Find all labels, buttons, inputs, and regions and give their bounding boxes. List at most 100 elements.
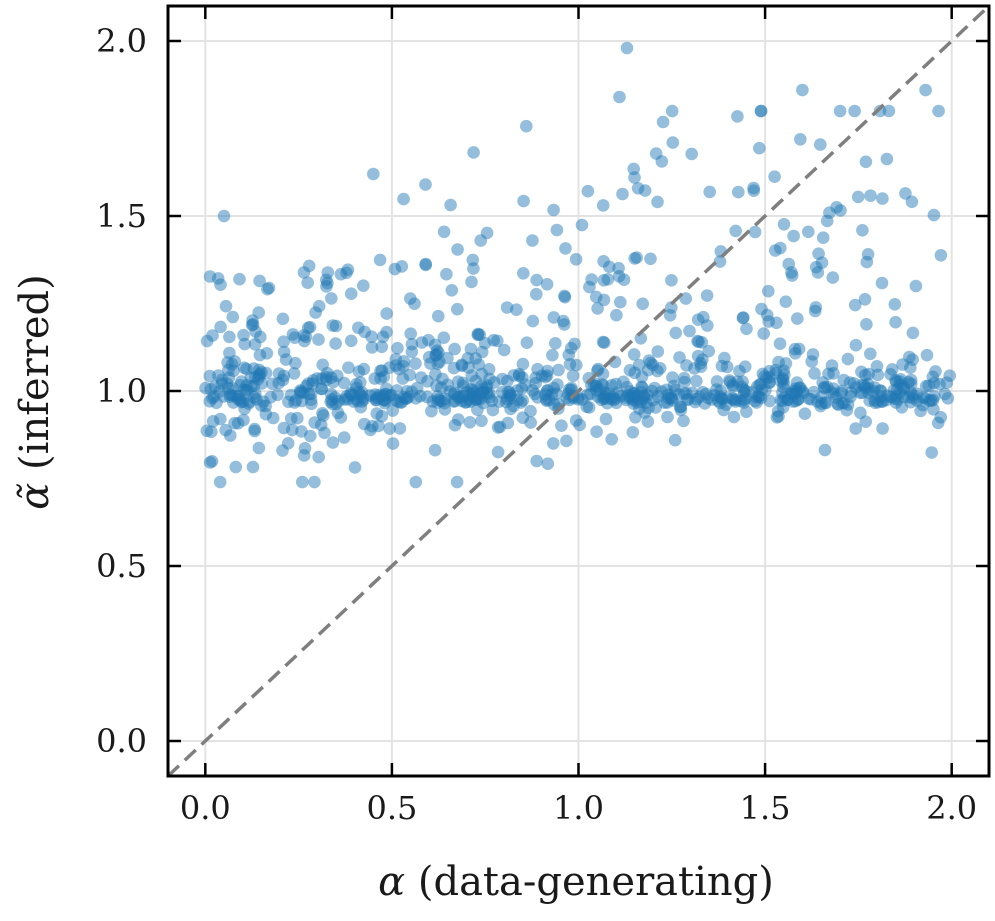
data-point	[825, 385, 838, 399]
data-point	[500, 301, 514, 314]
data-point	[478, 336, 492, 350]
data-point	[661, 410, 674, 424]
data-point	[820, 380, 834, 394]
data-point	[740, 405, 753, 419]
data-point	[315, 382, 328, 396]
data-point	[304, 429, 317, 443]
data-point	[219, 423, 232, 437]
data-point	[835, 384, 848, 398]
data-point	[246, 318, 260, 331]
data-point	[373, 253, 387, 267]
data-point	[772, 355, 785, 369]
data-point	[697, 310, 710, 324]
data-point	[244, 371, 258, 384]
data-point	[477, 383, 490, 396]
data-point	[665, 392, 678, 405]
data-point	[603, 260, 616, 274]
data-point	[599, 390, 612, 404]
data-point	[763, 376, 776, 389]
data-point	[326, 436, 340, 449]
data-point	[792, 392, 805, 406]
data-point	[451, 375, 465, 389]
data-point	[625, 389, 638, 403]
data-point	[305, 397, 318, 411]
data-point	[807, 385, 821, 399]
data-point	[282, 395, 295, 409]
data-point	[740, 322, 753, 336]
data-point	[356, 391, 370, 404]
data-point	[634, 395, 648, 409]
data-point	[582, 401, 596, 414]
data-point	[809, 301, 823, 314]
data-point	[462, 361, 475, 374]
data-point	[428, 443, 442, 457]
data-point	[665, 104, 679, 118]
data-point	[235, 395, 248, 409]
data-point	[562, 383, 576, 397]
data-point	[849, 381, 863, 394]
data-point	[430, 344, 444, 358]
data-point	[483, 372, 496, 386]
data-point	[464, 383, 478, 396]
data-point	[227, 364, 240, 378]
data-point	[295, 385, 308, 398]
x-tick-label: 0.0	[180, 789, 231, 827]
data-point	[237, 328, 250, 342]
data-point	[473, 328, 487, 342]
data-point	[375, 340, 389, 354]
data-point	[788, 342, 802, 356]
data-point	[928, 390, 941, 403]
data-point	[721, 391, 734, 405]
data-point	[696, 385, 709, 399]
data-point	[658, 396, 671, 409]
data-point	[486, 403, 500, 417]
data-point	[899, 187, 912, 200]
data-point	[794, 381, 807, 395]
data-point	[326, 397, 339, 411]
data-point	[590, 384, 603, 398]
data-point	[332, 394, 346, 408]
data-point	[526, 314, 540, 328]
data-point	[475, 379, 488, 393]
data-point	[778, 391, 791, 404]
data-point	[773, 337, 787, 351]
data-point	[798, 407, 812, 421]
data-point	[200, 424, 214, 438]
data-point	[862, 382, 875, 396]
data-point	[666, 394, 679, 407]
data-point	[769, 244, 782, 257]
data-point	[455, 391, 468, 404]
data-point	[203, 270, 217, 283]
data-point	[897, 390, 911, 404]
data-point	[226, 310, 240, 324]
data-point	[414, 371, 428, 384]
data-point	[203, 395, 217, 408]
data-point	[297, 386, 310, 400]
data-point	[590, 425, 603, 439]
data-point	[460, 386, 474, 399]
data-point	[802, 225, 815, 239]
data-point	[482, 390, 496, 404]
data-point	[271, 388, 284, 402]
data-point	[927, 208, 941, 222]
data-point	[906, 353, 919, 367]
data-point	[480, 379, 494, 392]
data-point	[904, 373, 918, 387]
data-point	[316, 358, 330, 372]
data-point	[215, 377, 229, 391]
data-point	[734, 394, 747, 408]
data-point	[331, 369, 344, 383]
data-point	[499, 395, 513, 409]
data-point	[394, 396, 407, 409]
data-point	[365, 330, 378, 344]
data-point	[287, 367, 301, 380]
data-point	[779, 295, 793, 309]
data-point	[605, 433, 618, 446]
data-point	[593, 383, 606, 397]
data-point	[389, 352, 403, 366]
data-point	[378, 394, 391, 407]
data-point	[796, 385, 809, 398]
data-point	[750, 380, 764, 393]
data-point	[214, 278, 227, 292]
data-point	[224, 429, 237, 442]
